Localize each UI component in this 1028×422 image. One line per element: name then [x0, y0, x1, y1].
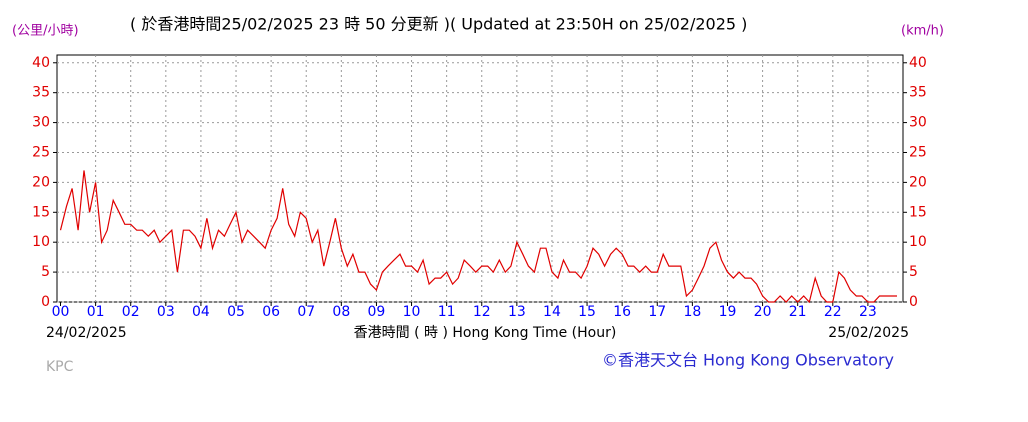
x-tick-label: 14 [543, 304, 561, 320]
x-tick-label: 08 [332, 304, 350, 320]
data-line [59, 170, 897, 304]
x-tick-label: 03 [157, 304, 175, 320]
x-tick-label: 10 [403, 304, 421, 320]
y-tick-label: 25 [32, 144, 50, 160]
x-tick-label: 21 [789, 304, 807, 320]
y-tick-label: 40 [32, 55, 50, 71]
y-tick-label: 20 [32, 174, 50, 190]
y-tick-label: 30 [32, 115, 50, 131]
y2-tick-label: 30 [909, 115, 927, 131]
x-tick-label: 04 [192, 304, 210, 320]
x-tick-label: 07 [297, 304, 315, 320]
x-tick-label: 22 [824, 304, 842, 320]
x-tick-label: 05 [227, 304, 245, 320]
x-tick-label: 16 [613, 304, 631, 320]
y2-tick-label: 40 [909, 55, 927, 71]
chart-title: ( 於香港時間25/02/2025 23 時 50 分更新 )( Updated… [130, 15, 747, 34]
x-tick-label: 13 [508, 304, 526, 320]
y2-tick-label: 20 [909, 174, 927, 190]
x-tick-label: 17 [648, 304, 666, 320]
y2-tick-label: 15 [909, 204, 927, 220]
y2-tick-label: 0 [909, 294, 918, 310]
station-code: KPC [46, 359, 74, 375]
x-tick-label: 02 [122, 304, 140, 320]
y2-tick-label: 10 [909, 234, 927, 250]
y-tick-label: 10 [32, 234, 50, 250]
x-tick-label: 01 [87, 304, 105, 320]
x-tick-label: 09 [368, 304, 386, 320]
x-tick-label: 11 [438, 304, 456, 320]
x-tick-label: 20 [754, 304, 772, 320]
x-tick-label: 00 [52, 304, 70, 320]
y-tick-label: 0 [41, 294, 50, 310]
x-tick-label: 23 [859, 304, 877, 320]
start-date: 24/02/2025 [46, 325, 127, 341]
y-tick-label: 15 [32, 204, 50, 220]
y-axis-label: (公里/小時) [12, 24, 79, 39]
x-axis-label: 香港時間 ( 時 ) Hong Kong Time (Hour) [354, 325, 617, 341]
x-tick-label: 18 [683, 304, 701, 320]
y2-axis-label: (km/h) [901, 24, 944, 39]
x-tick-label: 19 [719, 304, 737, 320]
plot-frame [56, 54, 904, 303]
y-tick-label: 35 [32, 85, 50, 101]
x-tick-label: 12 [473, 304, 491, 320]
end-date: 25/02/2025 [828, 325, 909, 341]
y2-tick-label: 25 [909, 144, 927, 160]
credit: ©香港天文台 Hong Kong Observatory [602, 351, 894, 370]
y-tick-label: 5 [41, 264, 50, 280]
x-tick-label: 06 [262, 304, 280, 320]
y2-tick-label: 35 [909, 85, 927, 101]
x-tick-label: 15 [578, 304, 596, 320]
y2-tick-label: 5 [909, 264, 918, 280]
